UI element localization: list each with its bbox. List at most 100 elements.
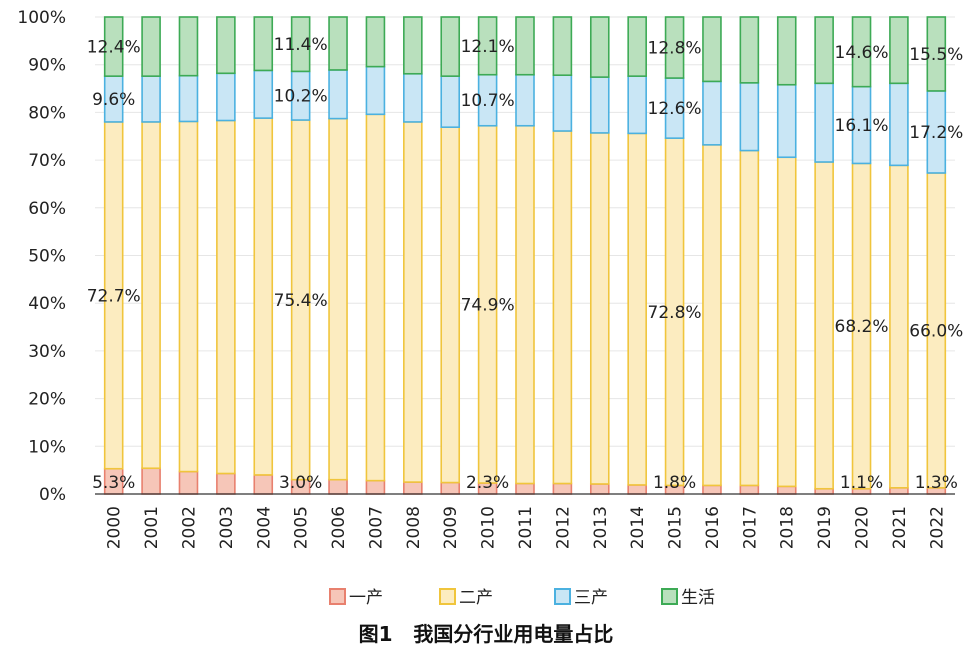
bar-segment bbox=[552, 16, 573, 76]
bar-segment bbox=[403, 121, 423, 483]
bar-segment bbox=[889, 16, 909, 85]
bar-segment bbox=[365, 479, 386, 495]
x-tick-label: 2013 bbox=[591, 506, 611, 549]
bar-segment bbox=[515, 16, 535, 76]
bar-segment bbox=[477, 16, 498, 76]
bar-segment bbox=[103, 16, 124, 77]
bar-segment bbox=[702, 484, 722, 495]
bar-segment bbox=[365, 113, 386, 482]
bar-segment bbox=[178, 74, 199, 123]
x-tick-label: 2017 bbox=[740, 506, 760, 549]
y-tick-label: 10% bbox=[28, 437, 66, 457]
bar-segment bbox=[253, 474, 274, 495]
bar-segment bbox=[552, 482, 573, 495]
bar-segment bbox=[739, 484, 760, 495]
x-tick-label: 2022 bbox=[927, 506, 947, 549]
x-tick-label: 2005 bbox=[292, 506, 312, 549]
x-tick-label: 2010 bbox=[479, 506, 499, 549]
data-label: 2.3% bbox=[466, 473, 509, 493]
x-tick-label: 2006 bbox=[329, 506, 349, 549]
y-tick-label: 70% bbox=[28, 151, 66, 171]
bar-segment bbox=[403, 481, 423, 495]
data-label: 5.3% bbox=[92, 473, 135, 493]
data-label: 12.8% bbox=[648, 39, 702, 59]
bar-segment bbox=[589, 76, 610, 134]
data-label: 12.6% bbox=[648, 99, 702, 119]
bar-segment bbox=[814, 161, 834, 490]
x-tick-label: 2003 bbox=[217, 506, 237, 549]
bar-segment bbox=[627, 132, 647, 486]
y-tick-label: 60% bbox=[28, 199, 66, 219]
bar-segment bbox=[216, 16, 236, 75]
data-label: 72.7% bbox=[87, 286, 141, 306]
bar-segment bbox=[627, 75, 647, 135]
x-tick-label: 2019 bbox=[815, 506, 835, 549]
bar-segment bbox=[253, 16, 274, 72]
bar-segment bbox=[290, 16, 311, 73]
data-label: 10.7% bbox=[461, 91, 515, 111]
bar-segment bbox=[814, 82, 834, 163]
bar-segment bbox=[627, 16, 647, 77]
bar-segment bbox=[403, 72, 423, 123]
x-tick-label: 2014 bbox=[628, 506, 648, 549]
bar-segment bbox=[889, 82, 909, 167]
data-label: 16.1% bbox=[835, 116, 889, 136]
bar-segment bbox=[328, 117, 348, 481]
bar-segment bbox=[889, 486, 909, 495]
bar-segment bbox=[365, 16, 386, 68]
data-label: 72.8% bbox=[648, 303, 702, 323]
bar-segment bbox=[515, 124, 535, 485]
bar-segment bbox=[739, 82, 760, 152]
data-label: 3.0% bbox=[279, 473, 322, 493]
data-label: 1.1% bbox=[840, 473, 883, 493]
bar-segment bbox=[776, 16, 797, 86]
bar-segment bbox=[328, 16, 348, 71]
bar-segment bbox=[440, 16, 461, 77]
legend-swatch bbox=[439, 588, 456, 605]
x-tick-label: 2012 bbox=[553, 506, 573, 549]
bar-segment bbox=[515, 482, 535, 495]
x-tick-label: 2018 bbox=[778, 506, 798, 549]
bar-segment bbox=[851, 16, 872, 88]
bar-segment bbox=[328, 69, 348, 120]
bar-segment bbox=[889, 164, 909, 489]
data-label: 66.0% bbox=[909, 321, 963, 341]
bar-segment bbox=[178, 470, 199, 495]
bar-segment bbox=[776, 83, 797, 159]
x-tick-label: 2011 bbox=[516, 506, 536, 549]
x-tick-label: 2007 bbox=[366, 506, 386, 549]
bar-segment bbox=[589, 16, 610, 78]
bar-segment bbox=[776, 485, 797, 495]
data-label: 10.2% bbox=[274, 87, 328, 107]
bar-segment bbox=[365, 65, 386, 116]
data-label: 9.6% bbox=[92, 90, 135, 110]
y-tick-label: 40% bbox=[28, 294, 66, 314]
legend-label: 三产 bbox=[574, 588, 608, 608]
y-axis: 0% 10% 20% 30% 40% 50% 60% 70% 80% 90% 100% bbox=[17, 8, 66, 505]
bar-segment bbox=[589, 132, 610, 485]
x-tick-label: 2021 bbox=[890, 506, 910, 549]
legend-swatch bbox=[329, 588, 346, 605]
bar-segment bbox=[664, 16, 685, 79]
data-label: 17.2% bbox=[909, 123, 963, 143]
bar-segment bbox=[440, 75, 461, 128]
data-label: 1.8% bbox=[653, 473, 696, 493]
bar-segment bbox=[702, 16, 722, 83]
bar-segment bbox=[141, 121, 161, 470]
bar-segment bbox=[141, 16, 161, 77]
bar-segment bbox=[814, 16, 834, 85]
x-tick-label: 2001 bbox=[142, 506, 162, 549]
bars bbox=[103, 16, 947, 495]
bar-segment bbox=[515, 73, 535, 127]
x-tick-label: 2008 bbox=[404, 506, 424, 549]
bar-segment bbox=[328, 478, 348, 495]
x-tick-label: 2002 bbox=[179, 506, 199, 549]
data-labels: 5.3% 72.7% 9.6% 12.4% 3.0% 75.4% 10.2% 11.4% 2.3… bbox=[87, 35, 964, 493]
data-label: 1.3% bbox=[915, 473, 958, 493]
legend-label: 生活 bbox=[681, 588, 715, 608]
bar-segment bbox=[178, 16, 199, 77]
bar-segment bbox=[216, 119, 236, 475]
bar-segment bbox=[253, 69, 274, 119]
bar-segment bbox=[440, 126, 461, 484]
x-tick-label: 2009 bbox=[441, 506, 461, 549]
